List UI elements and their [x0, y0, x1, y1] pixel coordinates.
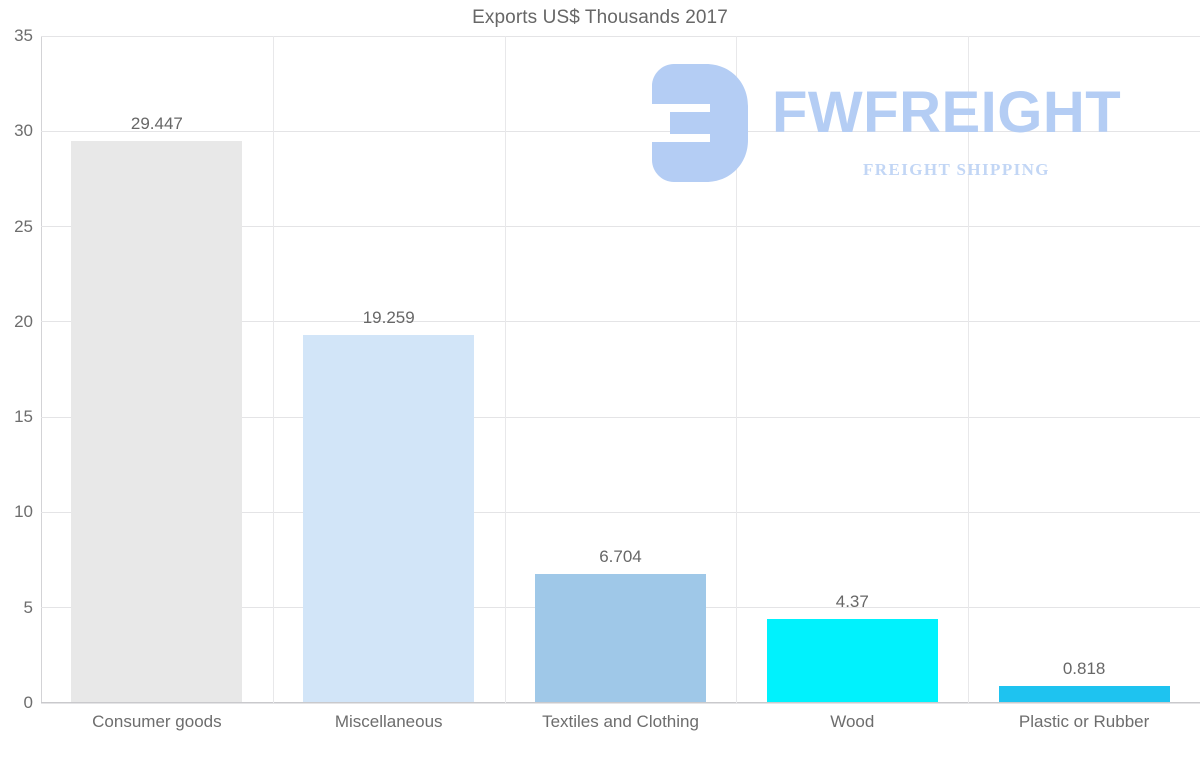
x-axis-category-label: Textiles and Clothing: [542, 712, 699, 731]
gridline-horizontal: [41, 130, 1200, 132]
x-axis-category-label: Wood: [830, 712, 875, 731]
y-axis-tick-label: 20: [14, 311, 33, 331]
bar[interactable]: [71, 140, 243, 702]
bar[interactable]: [766, 618, 938, 702]
bar-value-label: 4.37: [835, 591, 869, 611]
gridline-vertical: [736, 36, 737, 703]
x-axis-category-label: Consumer goods: [92, 712, 222, 731]
bar-value-label: 19.259: [362, 307, 415, 327]
bar[interactable]: [303, 334, 475, 702]
bar-value-label: 29.447: [130, 113, 183, 133]
bar[interactable]: [998, 686, 1170, 702]
x-axis-category-label: Plastic or Rubber: [1018, 712, 1150, 731]
x-axis-category-label: Miscellaneous: [334, 712, 443, 731]
gridline-vertical: [968, 36, 969, 703]
y-axis-tick-labels: 0 5 10 15 20 25 30 35: [0, 26, 33, 712]
plot-area: [41, 35, 1200, 704]
y-axis-tick-label: 25: [14, 216, 33, 236]
gridline-horizontal: [41, 226, 1200, 228]
y-axis-tick-label: 15: [14, 407, 33, 427]
y-axis-tick-label: 5: [23, 597, 33, 617]
gridline-horizontal: [41, 702, 1200, 704]
gridline-horizontal: [41, 511, 1200, 513]
y-axis-tick-label: 0: [23, 693, 33, 712]
gridline-horizontal: [41, 321, 1200, 323]
gridline-horizontal: [41, 35, 1200, 37]
gridline-horizontal: [41, 416, 1200, 418]
y-axis-tick-label: 30: [14, 121, 33, 141]
y-axis-tick-label: 10: [14, 502, 33, 522]
chart-title: Exports US$ Thousands 2017: [472, 7, 728, 28]
gridline-vertical: [273, 36, 274, 703]
bar-value-label: 6.704: [599, 547, 642, 567]
bar[interactable]: [535, 574, 706, 702]
y-axis-line: [41, 36, 42, 703]
bar-value-label: 0.818: [1062, 659, 1106, 679]
y-axis-tick-label: 35: [14, 26, 33, 45]
gridline-vertical: [505, 36, 506, 703]
